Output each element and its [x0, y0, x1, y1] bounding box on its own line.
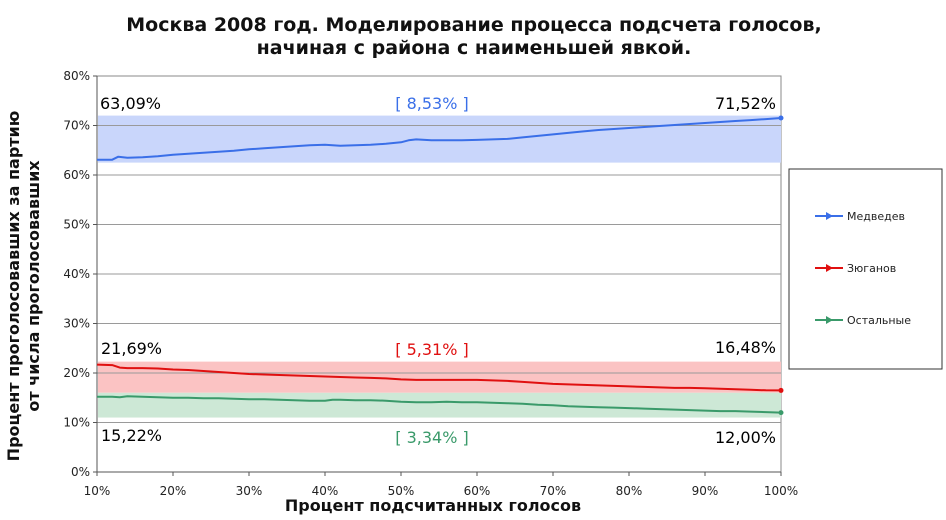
x-tick-label-6: 70%: [540, 484, 567, 498]
medvedev-delta-label: [ 8,53% ]: [395, 94, 468, 113]
x-axis-title: Процент подсчитанных голосов: [285, 496, 581, 515]
y-tick-label-0: 0%: [71, 465, 90, 479]
x-tick-label-4: 50%: [388, 484, 415, 498]
x-tick-label-3: 40%: [312, 484, 339, 498]
series-end-marker-1: [778, 387, 784, 393]
chart-title-line-1: Москва 2008 год. Моделирование процесса …: [126, 14, 821, 36]
series-end-marker-0: [778, 115, 784, 121]
legend-swatch-marker-1: [826, 264, 833, 272]
x-tick-label-2: 30%: [236, 484, 263, 498]
y-axis-title-line-1: Процент проголосовавших за партию: [4, 111, 23, 462]
y-tick-label-6: 60%: [63, 168, 90, 182]
x-tick-label-0: 10%: [84, 484, 111, 498]
legend-label-0: Медведев: [847, 210, 905, 223]
series-line-2: [96, 395, 782, 414]
medvedev-end-label: 71,52%: [715, 94, 776, 113]
series-line-1: [96, 363, 782, 392]
y-tick-label-5: 50%: [63, 218, 90, 232]
chart-title-line-2: начиная с района с наименьшей явкой.: [257, 37, 692, 59]
x-tick-labels: 10% 20% 30% 40% 50% 60% 70% 80% 90% 100%: [84, 484, 798, 498]
legend-label-1: Зюганов: [847, 262, 896, 275]
others-end-label: 12,00%: [715, 428, 776, 447]
zyuganov-delta-label: [ 5,31% ]: [395, 340, 468, 359]
x-tick-label-7: 80%: [616, 484, 643, 498]
band-2: [98, 392, 781, 418]
x-tick-label-9: 100%: [764, 484, 798, 498]
y-tick-labels: 0% 10% 20% 30% 40% 50% 60% 70% 80%: [63, 69, 90, 479]
y-tick-label-7: 70%: [63, 119, 90, 133]
zyuganov-start-label: 21,69%: [101, 339, 162, 358]
series-layer: [96, 115, 784, 416]
y-tick-label-3: 30%: [63, 317, 90, 331]
legend-swatch-marker-0: [826, 212, 833, 220]
legend-box: [788, 168, 943, 370]
legend-label-2: Остальные: [847, 314, 911, 327]
y-tick-label-2: 20%: [63, 366, 90, 380]
y-tick-label-8: 80%: [63, 69, 90, 83]
x-tick-label-5: 60%: [464, 484, 491, 498]
x-tick-label-8: 90%: [692, 484, 719, 498]
others-delta-label: [ 3,34% ]: [395, 428, 468, 447]
y-axis-title-line-2: от числа проголосовавших: [24, 160, 43, 412]
zyuganov-end-label: 16,48%: [715, 338, 776, 357]
band-0: [98, 115, 781, 163]
x-tick-label-1: 20%: [160, 484, 187, 498]
medvedev-start-label: 63,09%: [100, 94, 161, 113]
series-line-0: [97, 117, 782, 161]
legend-items: Медведев Зюганов Остальные: [815, 210, 911, 327]
y-tick-label-4: 40%: [63, 267, 90, 281]
y-tick-label-1: 10%: [63, 416, 90, 430]
legend: Медведев Зюганов Остальные: [788, 168, 943, 370]
legend-swatch-marker-2: [826, 316, 833, 324]
series-end-marker-2: [778, 410, 784, 416]
others-start-label: 15,22%: [101, 426, 162, 445]
